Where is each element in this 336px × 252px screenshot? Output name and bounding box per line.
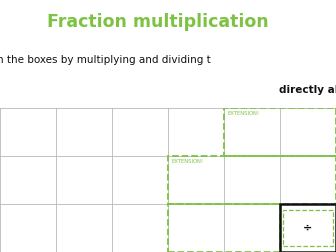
Bar — [224, 108, 336, 156]
Text: ÷: ÷ — [303, 223, 312, 233]
Text: EXTENSION!: EXTENSION! — [171, 159, 204, 164]
Text: Fraction multiplication: Fraction multiplication — [47, 13, 275, 31]
Bar — [280, 204, 336, 252]
Bar — [168, 204, 280, 252]
Text: EXTENSION!: EXTENSION! — [227, 111, 259, 116]
Bar — [168, 156, 336, 204]
Text: n the boxes by multiplying and dividing t: n the boxes by multiplying and dividing … — [0, 55, 210, 65]
Bar — [283, 210, 333, 246]
Text: directly ab: directly ab — [280, 85, 336, 95]
